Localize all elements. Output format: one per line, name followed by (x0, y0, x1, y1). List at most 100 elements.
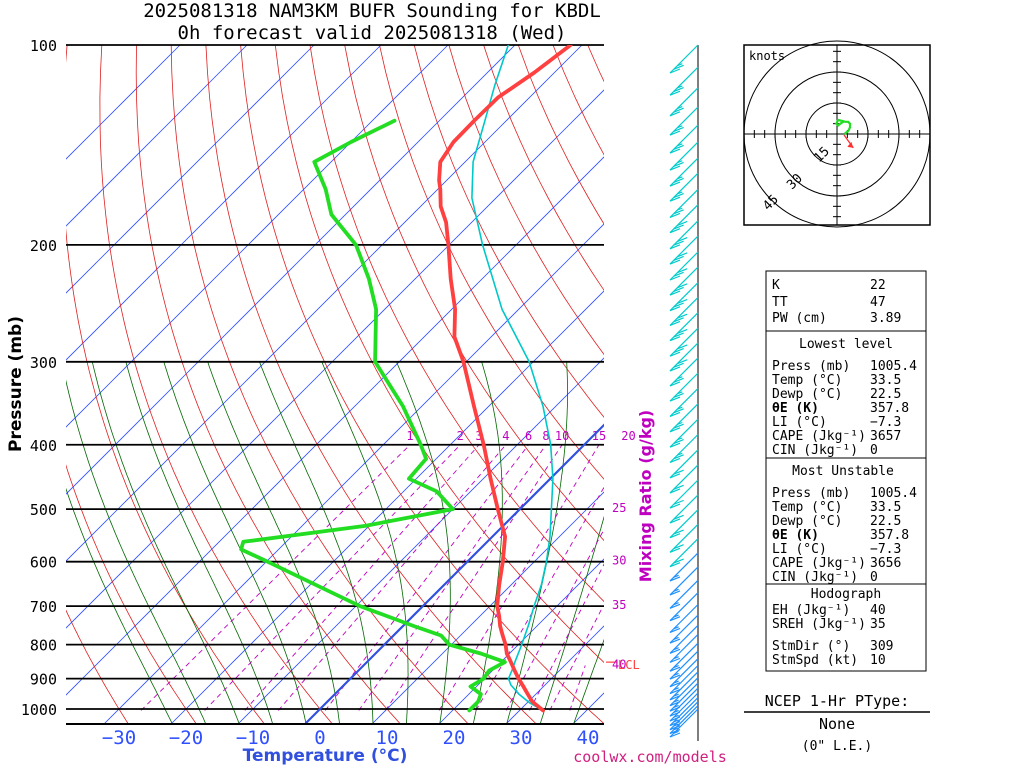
ptype-title: NCEP 1-Hr PType: (765, 692, 910, 710)
mixing-ratio-label-1: 1 (406, 429, 413, 443)
temperature-tick--30: −30 (102, 727, 136, 749)
wind-barb (669, 650, 699, 680)
wind-barb (669, 701, 699, 731)
pressure-tick-labels: 100 200 300 400 500 600 700 800 900 1000 (21, 37, 57, 719)
wind-barb (669, 141, 699, 171)
index-pw-value: 3.89 (870, 311, 901, 326)
dewpoint-line (239, 118, 507, 713)
moist-adiabat-line (573, 638, 604, 724)
stats-table-frame (765, 270, 927, 672)
moist-adiabat-line (66, 487, 173, 724)
most-unstable-title: Most Unstable (792, 464, 894, 479)
isotherm-line (438, 558, 604, 724)
lowest-level-title: Lowest level (799, 337, 893, 352)
pressure-tick-700: 700 (30, 598, 57, 616)
isotherm-line (66, 45, 315, 294)
mixing-ratio-line (278, 444, 507, 711)
wind-barb (669, 579, 699, 609)
mixing-ratio-line (549, 605, 604, 711)
mixing-ratio-line (324, 444, 529, 711)
wind-barb (669, 403, 699, 433)
dry-adiabat-line (309, 45, 604, 603)
mixing-ratio-label-25: 25 (612, 501, 626, 515)
hodo-stmspd-label: StmSpd (kt) (772, 653, 858, 668)
ptype-value: None (819, 715, 855, 733)
wind-barb (669, 434, 699, 464)
wind-barb (669, 251, 699, 281)
isotherm-line (66, 45, 181, 160)
hodo-stmdir-value: 309 (870, 639, 893, 654)
mixing-ratio-line (204, 444, 461, 711)
mu-cape-value: 3656 (870, 556, 901, 571)
temperature-tick-0: 0 (314, 727, 325, 749)
index-k-value: 22 (870, 278, 886, 293)
mixing-ratio-label-3: 3 (475, 429, 482, 443)
mixing-ratio-label-35: 35 (612, 598, 626, 612)
wind-barb (669, 87, 699, 117)
lowest-thetae-value: 357.8 (870, 401, 909, 416)
isotherm-line (237, 357, 604, 724)
ptype-note: (0" L.E.) (802, 739, 872, 754)
lowest-temp-value: 33.5 (870, 373, 901, 388)
hodo-stmdir-label: StmDir (°) (772, 639, 850, 654)
storm-motion-arrowhead (847, 141, 854, 148)
pressure-tick-100: 100 (30, 37, 57, 55)
dry-adiabat-line (344, 45, 604, 542)
temperature-tick-40: 40 (577, 727, 600, 749)
footer-credit: coolwx.com/models (573, 748, 727, 766)
moist-adiabat-line (473, 361, 503, 724)
mu-cin-value: 0 (870, 570, 878, 585)
wind-barb (669, 665, 699, 695)
mu-temp-value: 33.5 (870, 500, 901, 515)
hodograph-trace (835, 118, 854, 149)
pressure-tick-600: 600 (30, 554, 57, 572)
wind-barb (669, 671, 699, 701)
wind-barb (669, 464, 699, 494)
wind-barb (669, 624, 699, 654)
title-line-1: 2025081318 NAM3KM BUFR Sounding for KBDL (143, 0, 601, 22)
moist-adiabat-line (125, 361, 273, 724)
pressure-tick-800: 800 (30, 637, 57, 655)
wind-barb (669, 220, 699, 250)
mu-li-label: LI (°C) (772, 542, 827, 557)
lowest-temp-label: Temp (°C) (772, 373, 842, 388)
wind-barb (669, 708, 699, 738)
wind-barb (669, 538, 699, 568)
temperature-tick--20: −20 (169, 727, 203, 749)
hodograph-rings (743, 40, 931, 228)
pressure-tick-300: 300 (30, 354, 57, 372)
dry-adiabat-line (379, 45, 604, 480)
dry-adiabat-line (413, 45, 604, 418)
wind-barb (669, 418, 699, 448)
index-tt-value: 47 (870, 295, 886, 310)
lowest-cin-value: 0 (870, 443, 878, 458)
pressure-tick-200: 200 (30, 237, 57, 255)
stats-table: K 22 TT 47 PW (cm) 3.89 Lowest level Pre… (765, 270, 927, 672)
wind-barb-column (669, 44, 699, 741)
ptype-panel: NCEP 1-Hr PType: None (0" L.E.) (744, 692, 930, 754)
mixing-ratio-line (438, 444, 600, 711)
moist-adiabat-line (66, 379, 206, 724)
mixing-ratio-label-8: 8 (542, 429, 549, 443)
lowest-press-value: 1005.4 (870, 359, 917, 374)
hodograph-unit-label: knots (749, 49, 785, 63)
title-line-2: 0h forecast valid 2025081318 (Wed) (178, 22, 567, 44)
moist-adiabat-line (506, 361, 568, 724)
wind-barb (669, 357, 699, 387)
wind-barb (669, 157, 699, 187)
lowest-dewp-value: 22.5 (870, 387, 901, 402)
pressure-tick-1000: 1000 (21, 701, 57, 719)
wind-barb (669, 282, 699, 312)
wind-barb (669, 566, 699, 596)
moist-adiabat-line (91, 361, 240, 724)
temperature-tick-10: 10 (376, 727, 399, 749)
mu-press-value: 1005.4 (870, 486, 917, 501)
mixing-ratio-label-2: 2 (457, 429, 464, 443)
hodo-eh-value: 40 (870, 603, 886, 618)
mu-temp-label: Temp (°C) (772, 500, 842, 515)
wind-barb (669, 552, 699, 582)
wind-barb (669, 66, 699, 96)
isotherm-line (66, 156, 604, 696)
wind-barb (669, 387, 699, 417)
